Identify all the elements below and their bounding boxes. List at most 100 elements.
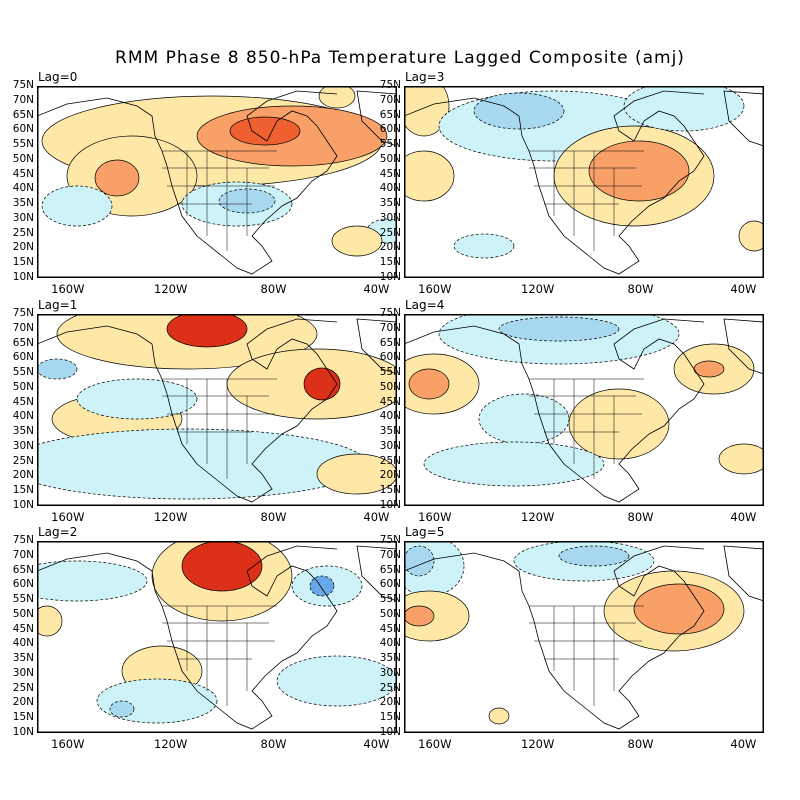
anomaly-contour xyxy=(404,86,450,137)
anomaly-contour xyxy=(473,92,565,130)
figure-title: RMM Phase 8 850-hPa Temperature Lagged C… xyxy=(115,48,685,68)
lag-label: Lag=5 xyxy=(405,525,445,539)
land-outline xyxy=(404,545,764,730)
greenland-outline xyxy=(356,545,397,602)
anomaly-contour xyxy=(229,116,301,146)
lon-tick-label: 80W xyxy=(260,510,287,524)
anomaly-contour xyxy=(276,655,397,707)
lat-tick-label: 60N xyxy=(12,351,34,364)
lon-tick-label: 80W xyxy=(260,282,287,296)
state-borders xyxy=(162,605,277,706)
lon-tick-label: 160W xyxy=(418,510,452,524)
lat-tick-label: 55N xyxy=(12,138,34,151)
lat-tick-label: 35N xyxy=(379,197,401,210)
composite-map-lag-5 xyxy=(404,541,764,733)
lat-tick-label: 10N xyxy=(12,499,34,511)
lat-tick-label: 20N xyxy=(379,469,401,482)
lon-tick-label: 160W xyxy=(51,510,85,524)
anomaly-contour xyxy=(738,220,764,252)
lat-tick-label: 25N xyxy=(379,454,401,467)
lat-tick-label: 40N xyxy=(379,410,401,423)
lat-tick-label: 30N xyxy=(379,666,401,679)
lon-tick-label: 40W xyxy=(730,737,757,751)
lat-tick-label: 35N xyxy=(379,425,401,438)
anomaly-contour xyxy=(94,159,140,197)
lat-tick-label: 55N xyxy=(12,593,34,606)
lat-tick-label: 45N xyxy=(379,395,401,408)
anomaly-contour xyxy=(309,575,335,597)
anomaly-contour xyxy=(558,545,630,567)
greenland-outline xyxy=(723,90,764,147)
anomaly-contour xyxy=(633,583,725,635)
lon-tick-label: 40W xyxy=(363,737,390,751)
lat-tick-label: 10N xyxy=(379,726,401,738)
lat-tick-label: 50N xyxy=(379,607,401,620)
lat-tick-label: 35N xyxy=(12,652,34,665)
lat-tick-label: 25N xyxy=(12,226,34,239)
lat-tick-label: 40N xyxy=(379,637,401,650)
lat-tick-label: 30N xyxy=(379,211,401,224)
lat-tick-label: 30N xyxy=(12,666,34,679)
lat-tick-label: 20N xyxy=(12,241,34,254)
anomaly-contour xyxy=(568,388,670,460)
anomaly-contour xyxy=(37,560,148,602)
lat-tick-label: 25N xyxy=(12,681,34,694)
anomaly-shading xyxy=(41,86,397,257)
anomaly-contour xyxy=(718,443,764,475)
lon-tick-label: 160W xyxy=(51,282,85,296)
anomaly-contour xyxy=(41,185,113,227)
lat-tick-label: 55N xyxy=(379,138,401,151)
lat-tick-label: 10N xyxy=(379,499,401,511)
panel-frame xyxy=(37,86,397,278)
lat-tick-label: 55N xyxy=(12,366,34,379)
greenland-outline xyxy=(356,90,397,147)
composite-map-lag-0 xyxy=(37,86,397,278)
anomaly-contour xyxy=(488,707,510,725)
lon-tick-label: 40W xyxy=(730,510,757,524)
lon-tick-label: 80W xyxy=(627,510,654,524)
state-borders xyxy=(162,150,277,251)
lat-tick-label: 65N xyxy=(379,336,401,349)
composite-map-lag-4 xyxy=(404,314,764,506)
anomaly-contour xyxy=(37,358,78,380)
anomaly-shading xyxy=(404,314,764,487)
lon-tick-label: 40W xyxy=(363,510,390,524)
panel-frame xyxy=(404,86,764,278)
panel-frame xyxy=(404,541,764,733)
lag-label: Lag=0 xyxy=(38,70,78,84)
panel-frame xyxy=(404,314,764,506)
anomaly-contour xyxy=(588,140,690,202)
lat-tick-label: 50N xyxy=(12,152,34,165)
lat-tick-label: 20N xyxy=(12,469,34,482)
lat-tick-label: 60N xyxy=(379,578,401,591)
lat-tick-label: 15N xyxy=(12,256,34,269)
lag-label: Lag=4 xyxy=(405,298,445,312)
anomaly-contour xyxy=(404,150,455,202)
greenland-outline xyxy=(723,545,764,602)
lat-tick-label: 15N xyxy=(379,711,401,724)
lat-tick-label: 70N xyxy=(12,548,34,561)
lat-tick-label: 65N xyxy=(12,108,34,121)
lat-tick-label: 35N xyxy=(12,425,34,438)
lat-tick-label: 15N xyxy=(379,484,401,497)
anomaly-contour xyxy=(96,678,218,724)
anomaly-contour xyxy=(423,441,605,487)
coastline xyxy=(404,90,705,275)
lat-tick-label: 50N xyxy=(379,380,401,393)
lag-label: Lag=3 xyxy=(405,70,445,84)
lat-tick-label: 75N xyxy=(379,534,401,546)
lat-tick-label: 65N xyxy=(12,563,34,576)
anomaly-contour xyxy=(404,545,435,577)
lon-tick-label: 160W xyxy=(51,737,85,751)
anomaly-contour xyxy=(408,368,450,400)
lat-tick-label: 15N xyxy=(12,711,34,724)
state-borders xyxy=(529,378,644,479)
lon-tick-label: 40W xyxy=(363,282,390,296)
lat-tick-label: 30N xyxy=(12,439,34,452)
greenland-outline xyxy=(723,318,764,375)
lat-tick-label: 45N xyxy=(379,622,401,635)
anomaly-contour xyxy=(303,367,341,401)
land-outline xyxy=(404,90,764,275)
lat-tick-label: 75N xyxy=(12,79,34,91)
state-borders xyxy=(529,150,644,251)
